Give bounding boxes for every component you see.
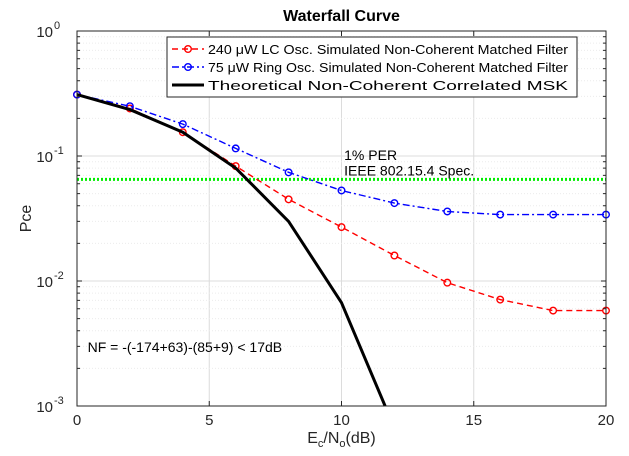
- y-tick-exponent-0: 0: [54, 20, 60, 32]
- x-label-mid: /N: [323, 430, 339, 447]
- legend: 240 μW LC Osc. Simulated Non-Coherent Ma…: [166, 36, 578, 98]
- y-tick-label-0: 10: [36, 24, 53, 41]
- annotation-spec: IEEE 802.15.4 Spec.: [344, 162, 474, 178]
- x-tick-label-3: 15: [465, 412, 482, 429]
- x-tick-label-2: 10: [333, 412, 350, 429]
- series-line-2: [76, 93, 387, 407]
- data-point-s0-8: [496, 295, 505, 304]
- x-label-sub1: c: [318, 438, 324, 450]
- data-point-s1-7: [443, 207, 452, 216]
- y-tick-exponent-2: -2: [54, 270, 64, 282]
- data-point-s0-5: [337, 223, 346, 232]
- legend-label-1: 75 μW Ring Osc. Simulated Non-Coherent M…: [208, 60, 569, 75]
- data-point-s1-9: [549, 210, 558, 219]
- y-tick-exponent-1: -1: [54, 145, 64, 157]
- x-label-tail: (dB): [346, 430, 376, 447]
- series-group: [72, 90, 611, 407]
- legend-box: [166, 36, 578, 98]
- x-label-sub2: o: [339, 438, 345, 450]
- data-point-s0-4: [284, 195, 293, 204]
- y-tick-label-3: 10: [36, 399, 53, 416]
- data-point-s1-2: [178, 120, 187, 129]
- chart-title: Waterfall Curve: [283, 8, 400, 25]
- x-label-main: E: [307, 430, 318, 447]
- annotation-per: 1% PER: [344, 147, 397, 163]
- legend-label-2: Theoretical Non-Coherent Correlated MSK: [208, 78, 568, 93]
- x-tick-label-4: 20: [598, 412, 615, 429]
- x-tick-label-0: 0: [73, 412, 81, 429]
- y-tick-label-1: 10: [36, 149, 53, 166]
- annotation-nf: NF = -(-174+63)-(85+9) < 17dB: [88, 339, 283, 355]
- data-point-s0-9: [549, 306, 558, 315]
- data-point-s0-7: [443, 278, 452, 287]
- y-tick-exponent-3: -3: [54, 395, 64, 407]
- x-tick-label-1: 5: [205, 412, 213, 429]
- x-axis-label: Ec/No(dB): [307, 430, 376, 450]
- y-tick-label-2: 10: [36, 274, 53, 291]
- legend-marker-0: [183, 45, 192, 54]
- annotations: 1% PER IEEE 802.15.4 Spec. NF = -(-174+6…: [88, 147, 475, 355]
- data-point-s1-8: [496, 210, 505, 219]
- data-point-s1-5: [337, 186, 346, 195]
- data-point-s1-4: [284, 168, 293, 177]
- legend-label-0: 240 μW LC Osc. Simulated Non-Coherent Ma…: [208, 42, 569, 57]
- series-line-1: [76, 93, 606, 216]
- series-2: [76, 93, 387, 407]
- data-point-s0-6: [390, 251, 399, 260]
- y-axis-label: Pce: [18, 205, 35, 233]
- legend-marker-1: [183, 63, 192, 72]
- data-point-s1-3: [231, 144, 240, 153]
- data-point-s1-6: [390, 199, 399, 208]
